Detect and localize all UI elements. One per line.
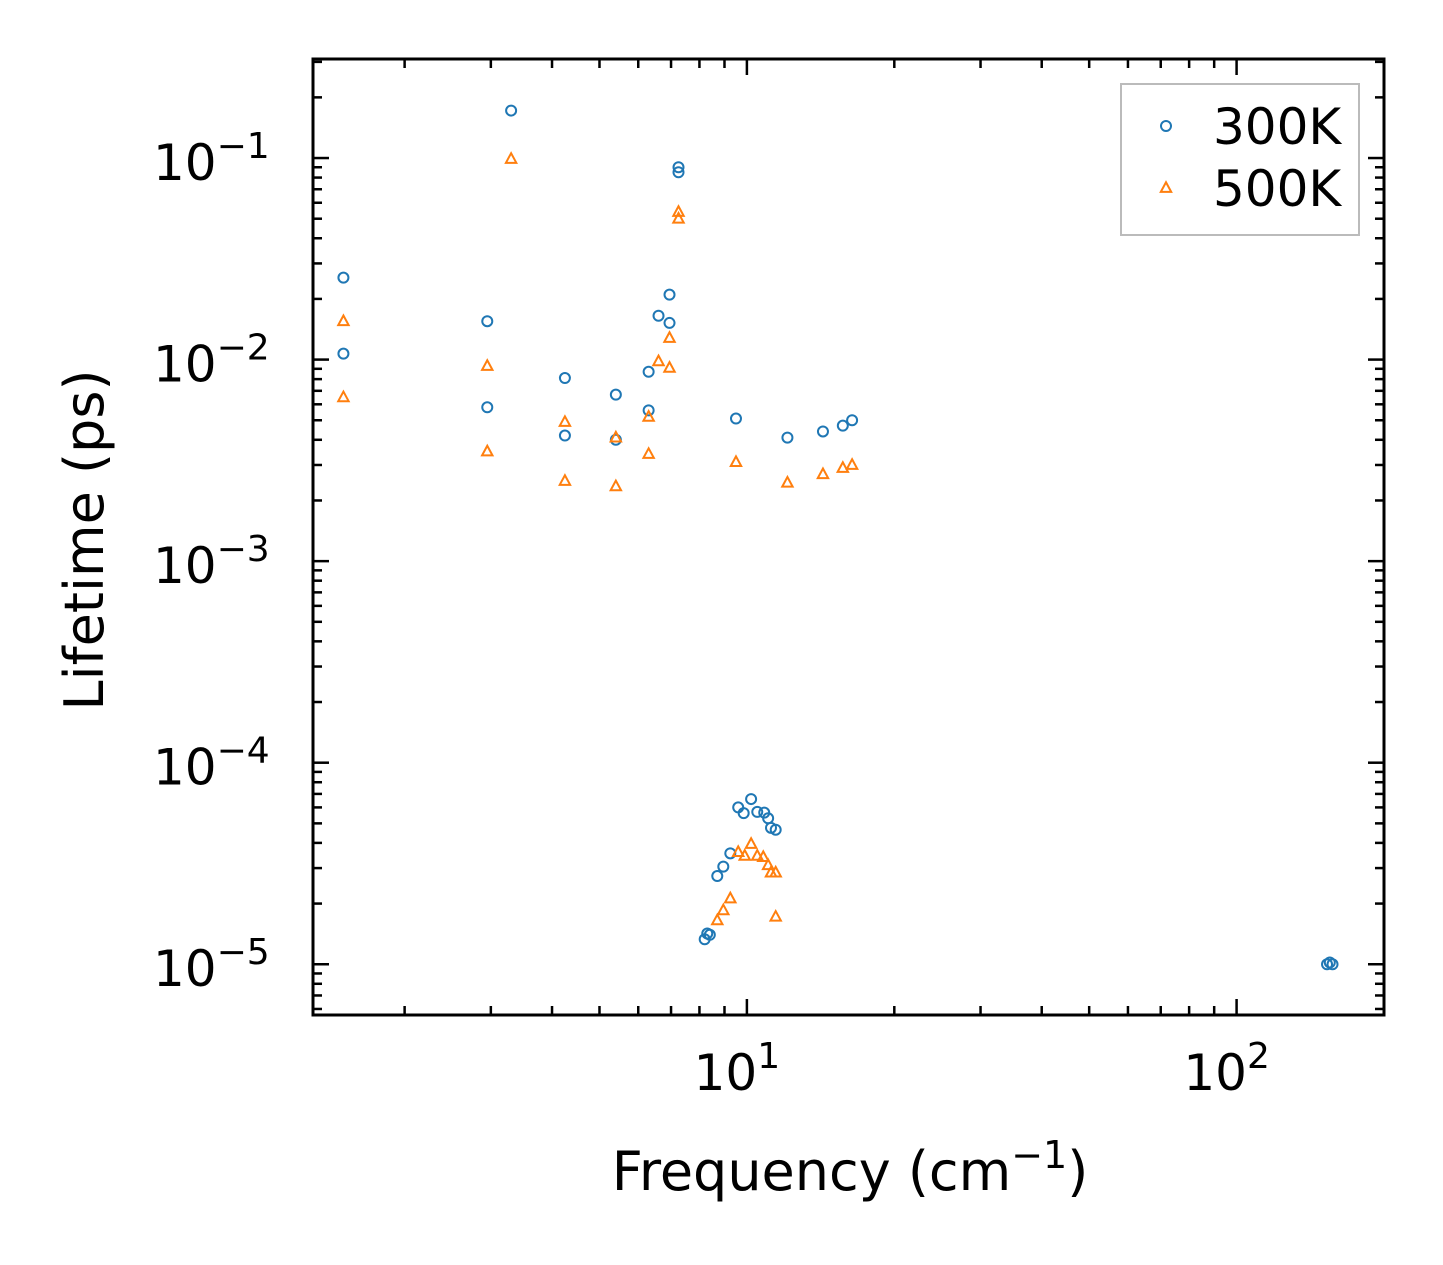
data-point-500K xyxy=(768,908,783,922)
data-point-500K xyxy=(710,912,725,926)
legend-label: 300K xyxy=(1213,98,1342,156)
data-point-500K xyxy=(336,313,351,327)
data-point-300K xyxy=(816,425,829,438)
data-point-300K xyxy=(481,315,494,328)
data-point-300K xyxy=(1326,958,1339,971)
legend-box xyxy=(1120,83,1360,236)
y-tick-label: 10−1 xyxy=(153,126,270,192)
data-point-500K xyxy=(768,864,783,878)
data-points-layer xyxy=(336,104,1339,971)
data-point-500K xyxy=(729,454,743,468)
data-point-500K xyxy=(723,890,738,904)
data-point-500K xyxy=(662,330,677,343)
data-point-300K xyxy=(717,860,730,873)
data-point-500K xyxy=(835,460,850,473)
data-point-500K xyxy=(480,443,495,457)
data-point-500K xyxy=(504,151,518,164)
legend-marker-300K xyxy=(1160,120,1172,132)
data-point-300K xyxy=(711,870,724,883)
data-point-300K xyxy=(703,928,716,941)
data-point-300K xyxy=(642,365,655,378)
data-point-500K xyxy=(761,857,776,871)
data-point-500K xyxy=(737,848,752,861)
data-point-500K xyxy=(608,478,623,492)
data-point-500K xyxy=(671,210,686,224)
y-tick-label: 10−4 xyxy=(153,731,270,797)
legend-entry-500K: 500K xyxy=(1159,160,1342,218)
data-point-300K xyxy=(672,161,685,174)
data-point-300K xyxy=(737,807,750,820)
x-axis-label: Frequency (cm−1) xyxy=(612,1133,1089,1203)
data-point-300K xyxy=(652,309,665,322)
data-point-500K xyxy=(558,414,572,427)
series-500K xyxy=(336,151,859,926)
data-point-300K xyxy=(751,805,764,818)
data-point-500K xyxy=(651,353,666,367)
data-point-500K xyxy=(756,849,771,863)
data-point-500K xyxy=(845,457,859,470)
data-point-500K xyxy=(641,446,656,459)
data-point-300K xyxy=(558,372,571,385)
data-point-500K xyxy=(780,474,795,488)
data-point-500K xyxy=(671,204,686,217)
data-point-500K xyxy=(744,836,758,849)
data-point-300K xyxy=(663,288,676,301)
data-point-300K xyxy=(672,166,685,179)
data-point-500K xyxy=(816,466,830,480)
data-point-300K xyxy=(729,412,742,425)
x-axis-label-exponent: −1 xyxy=(1011,1133,1067,1177)
data-point-500K xyxy=(750,848,765,861)
legend-marker-500K xyxy=(1159,180,1173,193)
data-point-500K xyxy=(480,358,495,371)
data-point-500K xyxy=(336,389,351,403)
data-point-300K xyxy=(558,429,571,442)
data-point-500K xyxy=(641,409,656,422)
x-tick-label: 102 xyxy=(1183,1036,1270,1102)
y-tick-label: 10−3 xyxy=(153,529,270,595)
y-tick-label: 10−5 xyxy=(153,932,270,998)
data-point-500K xyxy=(731,844,746,858)
data-point-300K xyxy=(481,401,494,414)
data-point-300K xyxy=(745,793,758,806)
data-point-500K xyxy=(558,473,572,486)
legend-label: 500K xyxy=(1213,160,1342,218)
data-point-300K xyxy=(505,104,518,117)
data-point-300K xyxy=(836,419,849,432)
data-point-300K xyxy=(609,388,622,401)
data-point-300K xyxy=(642,404,655,417)
data-point-300K xyxy=(663,316,676,329)
data-point-300K xyxy=(769,823,782,836)
x-tick-label: 101 xyxy=(694,1036,781,1102)
data-point-300K xyxy=(781,431,794,444)
x-tick-labels: 101 102 xyxy=(694,1036,1270,1102)
y-tick-labels: 10−1 10−2 10−3 10−4 10−5 xyxy=(153,126,270,998)
data-point-500K xyxy=(608,429,623,443)
y-axis-label: Lifetime (ps) xyxy=(53,369,116,710)
data-point-500K xyxy=(716,902,731,916)
y-tick-label: 10−2 xyxy=(153,328,270,394)
legend-entry-300K: 300K xyxy=(1160,98,1342,156)
plot-area-frame xyxy=(311,57,1386,1017)
data-point-500K xyxy=(662,360,677,373)
data-point-300K xyxy=(337,347,350,360)
data-point-300K xyxy=(846,414,859,427)
data-point-300K xyxy=(337,271,350,284)
